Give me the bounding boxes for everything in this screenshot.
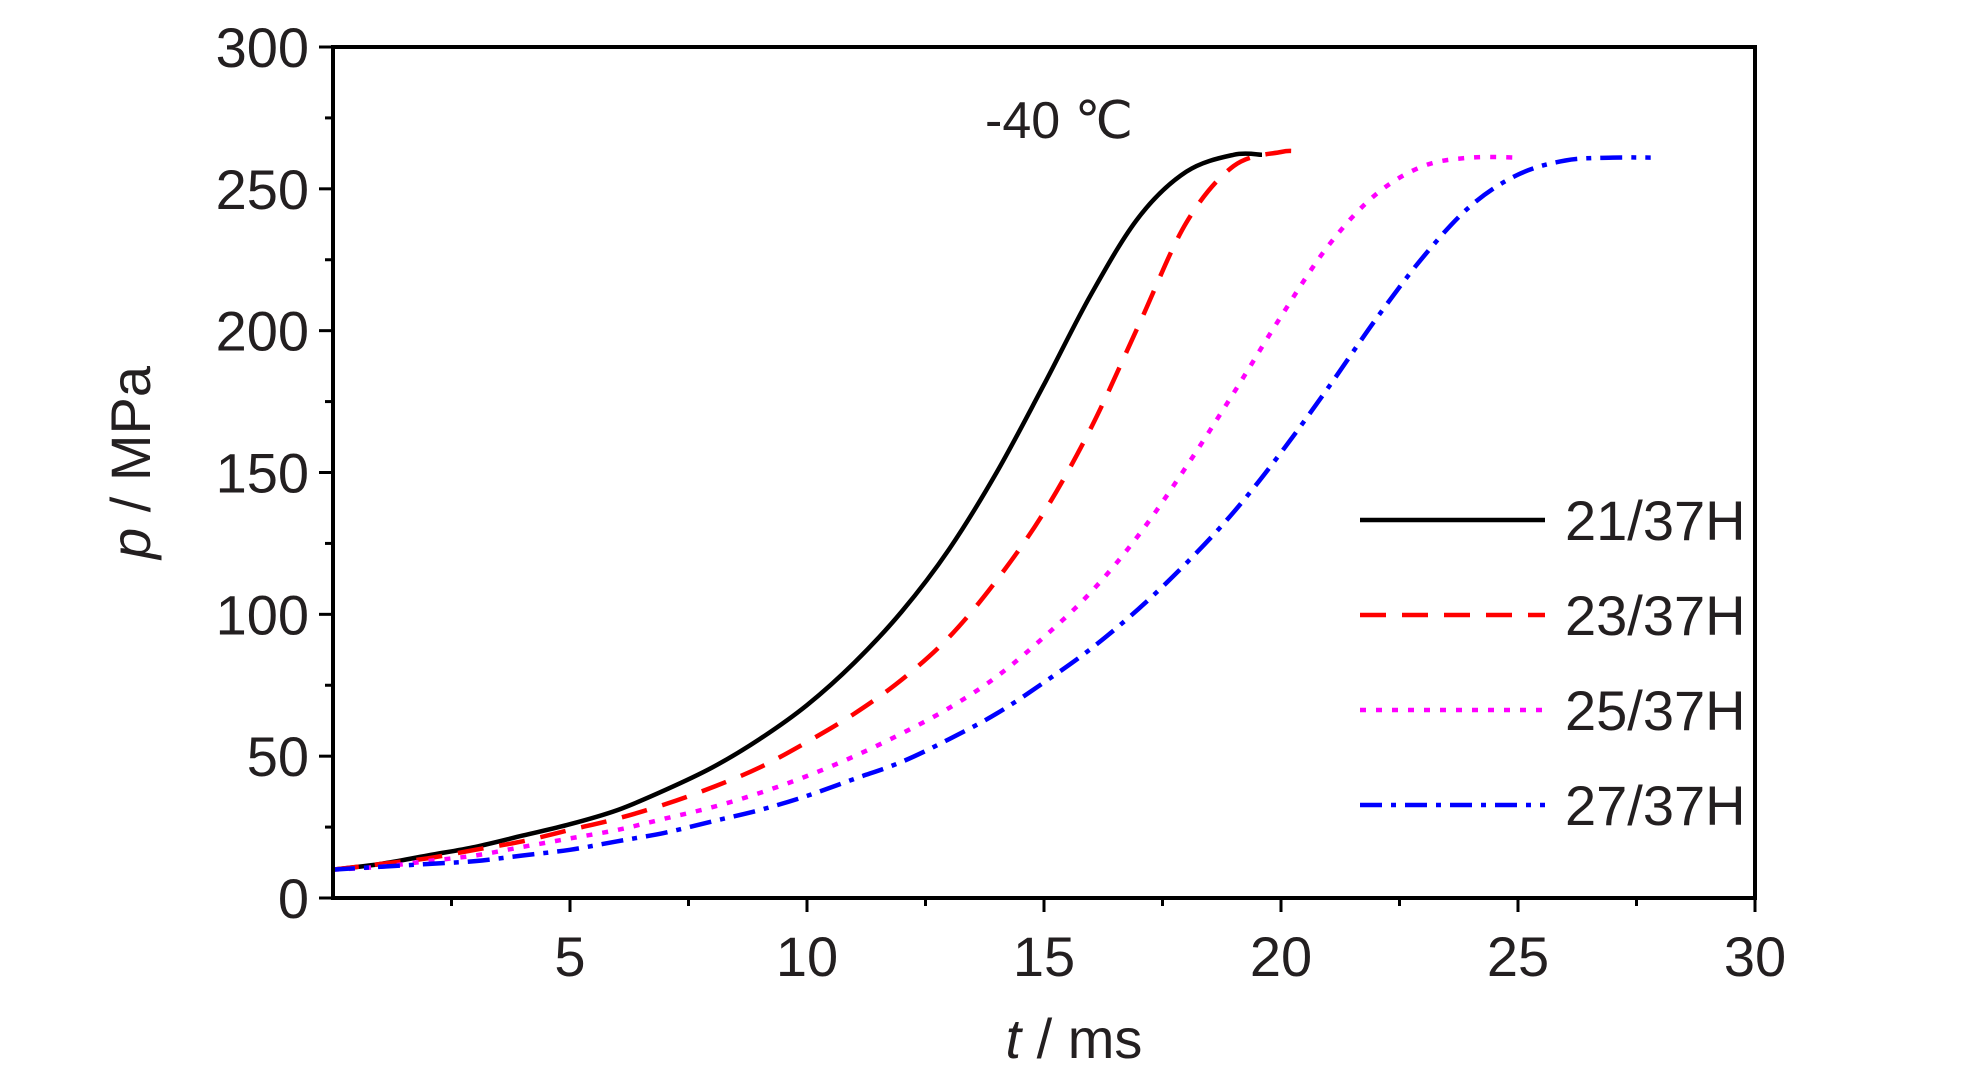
x-axis-symbol: t xyxy=(1006,1007,1024,1063)
series-line-25-37H xyxy=(332,154,1519,872)
y-tick-label: 250 xyxy=(216,158,309,221)
series-line-23-37H xyxy=(332,148,1301,872)
x-axis-unit: / ms xyxy=(1021,1007,1142,1063)
x-tick-label: 30 xyxy=(1724,925,1786,988)
x-axis-title: t / ms xyxy=(1006,1007,1143,1063)
legend-label: 25/37H xyxy=(1565,679,1746,742)
legend-label: 21/37H xyxy=(1565,489,1746,552)
series-line-21-37H xyxy=(332,151,1263,872)
x-tick-label: 10 xyxy=(776,925,838,988)
y-tick-label: 300 xyxy=(216,16,309,79)
y-tick-label: 100 xyxy=(216,583,309,646)
series-line-27-37H xyxy=(332,155,1651,872)
y-axis-symbol: p xyxy=(99,528,162,561)
plot-frame xyxy=(331,45,1757,900)
x-tick-label: 20 xyxy=(1250,925,1312,988)
legend-label: 27/37H xyxy=(1565,774,1746,837)
y-tick-label: 50 xyxy=(247,725,309,788)
y-tick-label: 0 xyxy=(278,867,309,930)
y-tick-label: 200 xyxy=(216,300,309,363)
temperature-annotation: -40 ℃ xyxy=(985,92,1133,150)
y-tick-label: 150 xyxy=(216,442,309,505)
legend-label: 23/37H xyxy=(1565,584,1746,647)
x-tick-label: 15 xyxy=(1013,925,1075,988)
y-axis-unit: / MPa xyxy=(99,365,162,528)
x-tick-label: 25 xyxy=(1487,925,1549,988)
x-tick-label: 5 xyxy=(554,925,585,988)
y-axis-title: p / MPa xyxy=(99,365,162,561)
